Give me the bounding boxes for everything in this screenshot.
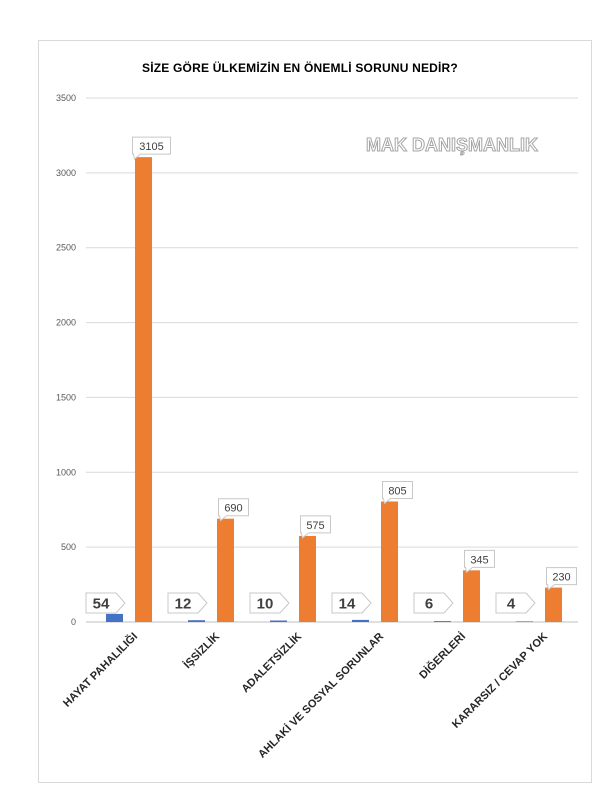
chart-frame xyxy=(38,40,592,783)
x-category-label: AHLAKİ VE SOSYAL SORUNLAR xyxy=(255,630,386,761)
bar-series-1 xyxy=(188,620,205,622)
chart-title: SİZE GÖRE ÜLKEMİZİN EN ÖNEMLİ SORUNU NED… xyxy=(142,61,458,75)
percent-callout xyxy=(413,592,454,614)
y-tick-label: 3500 xyxy=(56,93,76,103)
bar-series-2 xyxy=(217,518,234,622)
x-category-label: DİĞERLERİ xyxy=(417,630,469,682)
percent-callout xyxy=(495,592,536,614)
value-callout xyxy=(300,515,331,539)
bar-series-2 xyxy=(381,501,398,622)
x-category-label: HAYAT PAHALILIĞI xyxy=(60,630,140,710)
x-category-label: KARARSIZ / CEVAP YOK xyxy=(450,631,550,731)
bar-series-1 xyxy=(270,620,287,622)
value-label: 345 xyxy=(470,554,488,566)
y-tick-label: 1000 xyxy=(56,467,76,477)
bar-series-2 xyxy=(545,587,562,622)
value-label: 575 xyxy=(306,520,324,532)
value-callout xyxy=(218,498,249,522)
bar-series-1 xyxy=(434,621,451,622)
percent-callout xyxy=(167,592,208,614)
value-label: 690 xyxy=(224,503,242,515)
value-callout xyxy=(132,136,171,161)
percent-label: 14 xyxy=(339,596,356,613)
percent-callout xyxy=(85,592,126,614)
bar-series-2 xyxy=(463,570,480,622)
bar-series-2 xyxy=(299,535,316,622)
y-tick-label: 1500 xyxy=(56,392,76,402)
value-label: 805 xyxy=(388,485,406,497)
value-callout xyxy=(382,480,413,505)
percent-label: 12 xyxy=(175,596,192,613)
bar-series-2 xyxy=(135,157,152,622)
value-callout xyxy=(546,567,577,591)
y-tick-label: 2000 xyxy=(56,318,76,328)
percent-callout xyxy=(331,592,372,614)
y-tick-label: 2500 xyxy=(56,243,76,253)
percent-label: 4 xyxy=(507,596,516,613)
y-tick-label: 0 xyxy=(71,617,76,627)
value-label: 3105 xyxy=(139,141,163,153)
y-tick-label: 3000 xyxy=(56,168,76,178)
percent-callout xyxy=(249,592,290,614)
x-category-label: İŞSİZLİK xyxy=(181,630,222,671)
percent-label: 54 xyxy=(93,596,110,613)
value-label: 230 xyxy=(552,572,570,584)
x-category-label: ADALETSİZLİK xyxy=(239,630,304,695)
bar-series-1 xyxy=(516,621,533,622)
percent-label: 6 xyxy=(425,596,433,613)
bar-series-1 xyxy=(106,613,123,622)
bar-series-1 xyxy=(352,619,369,622)
value-callout xyxy=(464,549,495,574)
watermark-text: MAK DANIŞMANLIK xyxy=(366,135,538,155)
y-tick-label: 500 xyxy=(61,542,76,552)
percent-label: 10 xyxy=(257,596,274,613)
